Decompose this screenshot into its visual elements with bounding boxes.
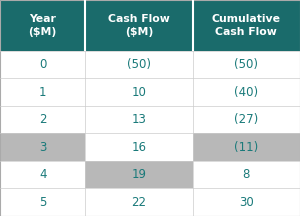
Text: Cumulative
Cash Flow: Cumulative Cash Flow [212, 14, 281, 37]
Text: Cash Flow
($M): Cash Flow ($M) [108, 14, 170, 37]
Text: 19: 19 [131, 168, 146, 181]
Text: 10: 10 [132, 86, 146, 98]
Text: 4: 4 [39, 168, 46, 181]
Bar [0, 51, 85, 78]
Bar [85, 106, 193, 133]
Bar [85, 78, 193, 106]
Bar [0, 133, 85, 161]
Bar [0, 0, 85, 51]
Bar [85, 51, 193, 78]
Text: 30: 30 [239, 196, 254, 209]
Bar [193, 106, 300, 133]
Bar [0, 106, 85, 133]
Text: (40): (40) [234, 86, 258, 98]
Bar [85, 188, 193, 216]
Text: Year
($M): Year ($M) [28, 14, 57, 37]
Text: 13: 13 [132, 113, 146, 126]
Bar [193, 161, 300, 188]
Text: 0: 0 [39, 58, 46, 71]
Text: (50): (50) [127, 58, 151, 71]
Text: 8: 8 [243, 168, 250, 181]
Bar [193, 51, 300, 78]
Bar [0, 161, 85, 188]
Text: 1: 1 [39, 86, 46, 98]
Text: 16: 16 [131, 141, 146, 154]
Text: 3: 3 [39, 141, 46, 154]
Bar [85, 0, 193, 51]
Bar [85, 133, 193, 161]
Text: 22: 22 [131, 196, 146, 209]
Bar [85, 161, 193, 188]
Text: 5: 5 [39, 196, 46, 209]
Text: (11): (11) [234, 141, 258, 154]
Bar [193, 78, 300, 106]
Bar [0, 188, 85, 216]
Bar [193, 0, 300, 51]
Text: (50): (50) [234, 58, 258, 71]
Text: (27): (27) [234, 113, 258, 126]
Bar [0, 78, 85, 106]
Text: 2: 2 [39, 113, 46, 126]
Bar [193, 188, 300, 216]
Bar [193, 133, 300, 161]
